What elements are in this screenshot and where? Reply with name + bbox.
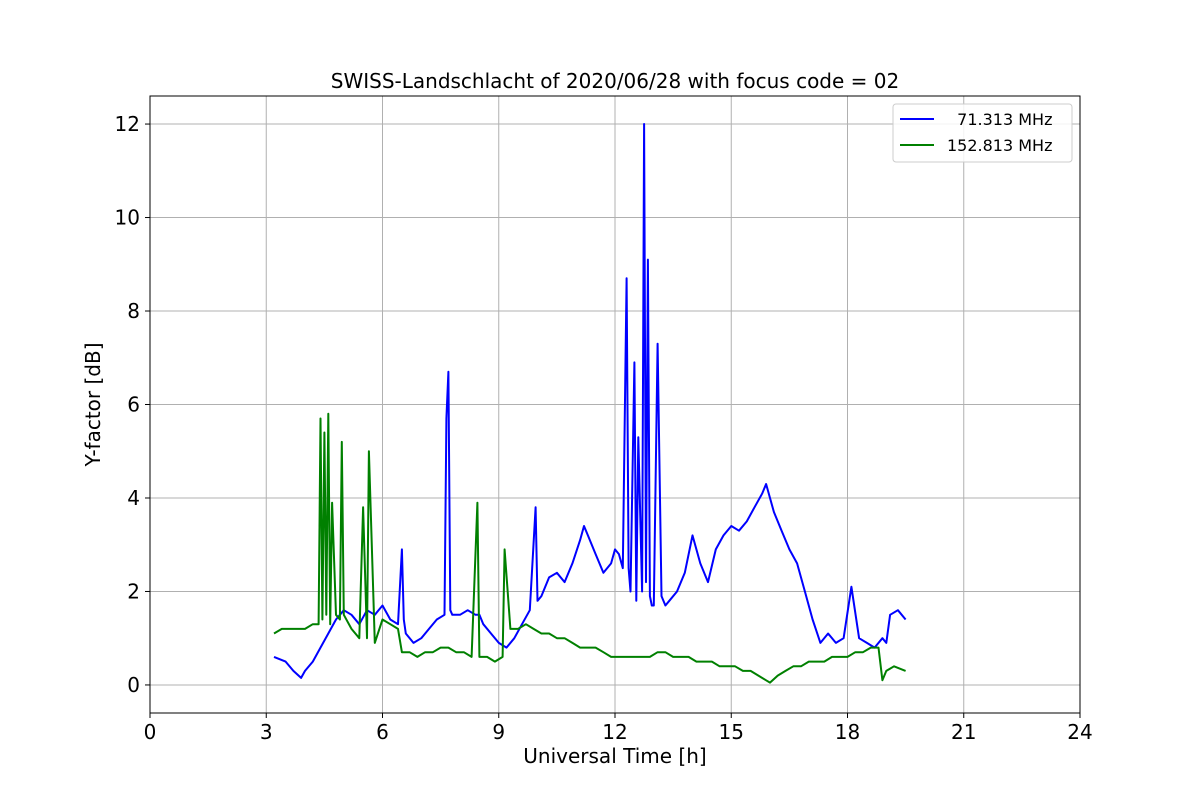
x-tick-label: 21 xyxy=(951,720,976,744)
y-tick-label: 6 xyxy=(127,393,140,417)
grid xyxy=(149,96,1081,713)
chart-title: SWISS-Landschlacht of 2020/06/28 with fo… xyxy=(331,69,899,93)
legend-label-152mhz: 152.813 MHz xyxy=(947,136,1052,155)
y-axis-ticks: 0 2 4 6 8 10 12 xyxy=(115,112,150,697)
legend-box xyxy=(892,103,1073,163)
legend: 71.313 MHz 152.813 MHz xyxy=(892,103,1073,163)
x-tick-label: 24 xyxy=(1067,720,1092,744)
y-axis-label: Y-factor [dB] xyxy=(81,342,105,467)
y-tick-label: 12 xyxy=(115,112,140,136)
series-71mhz-line xyxy=(273,123,907,679)
x-axis-ticks: 0 3 6 9 12 15 18 21 24 xyxy=(144,713,1093,744)
y-tick-label: 10 xyxy=(115,206,140,230)
x-tick-label: 9 xyxy=(492,720,505,744)
x-tick-label: 0 xyxy=(144,720,157,744)
x-tick-label: 12 xyxy=(602,720,627,744)
y-tick-label: 2 xyxy=(127,579,140,603)
series-layer xyxy=(273,123,907,684)
x-tick-label: 6 xyxy=(376,720,389,744)
y-tick-label: 0 xyxy=(127,673,140,697)
series-152mhz-line xyxy=(273,412,906,684)
x-tick-label: 3 xyxy=(260,720,273,744)
x-axis-label: Universal Time [h] xyxy=(523,744,706,768)
x-tick-label: 18 xyxy=(835,720,860,744)
y-tick-label: 4 xyxy=(127,486,140,510)
x-tick-label: 15 xyxy=(719,720,744,744)
legend-label-71mhz: 71.313 MHz xyxy=(947,110,1052,129)
y-tick-label: 8 xyxy=(127,299,140,323)
